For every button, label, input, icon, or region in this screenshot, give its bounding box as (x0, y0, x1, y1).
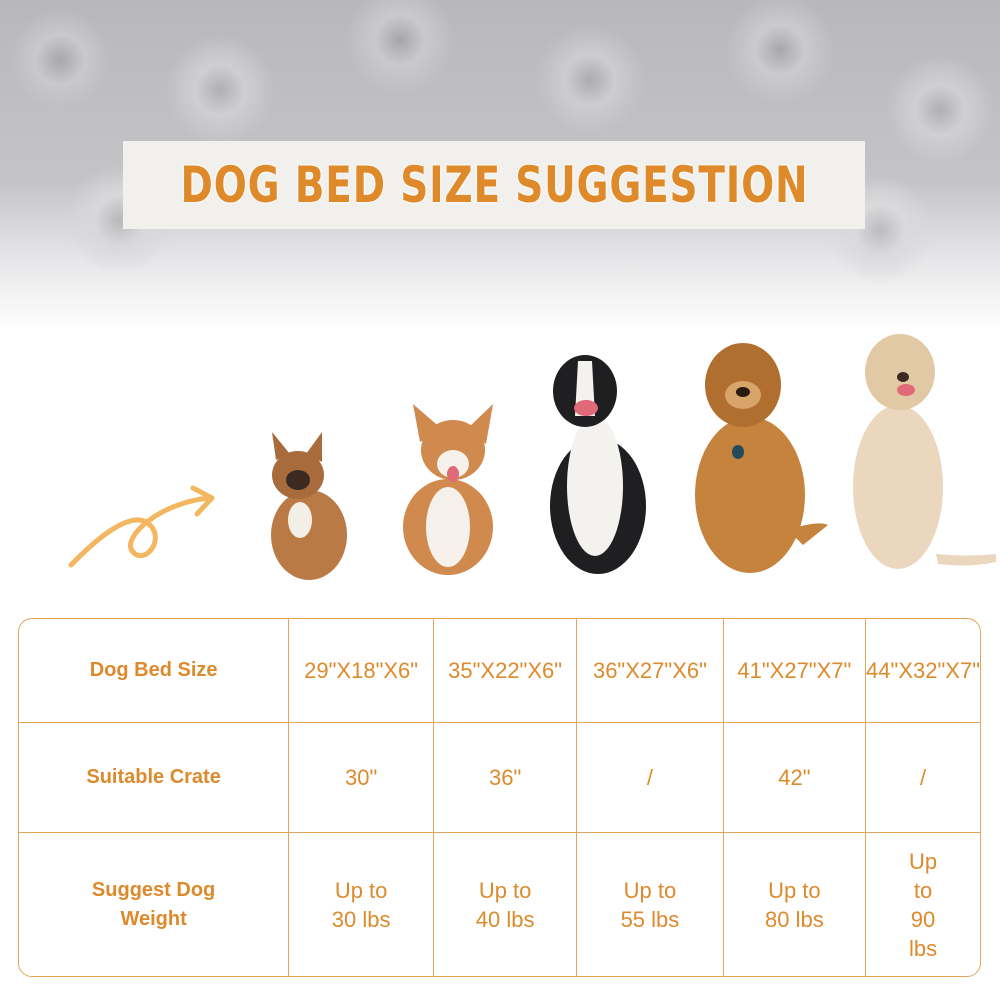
table-row-weight: Suggest Dog Weight Up to 30 lbs Up to 40… (19, 833, 980, 976)
dog-french-bulldog (271, 432, 347, 580)
row-label: Suggest Dog Weight (19, 833, 290, 976)
table-cell: / (866, 723, 980, 833)
table-cell: Up to 80 lbs (724, 833, 867, 976)
table-cell: 36" (434, 723, 578, 833)
dog-border-collie (550, 355, 646, 574)
dog-labrador (853, 334, 996, 569)
title-banner: DOG BED SIZE SUGGESTION (123, 141, 865, 229)
table-row-bed-size: Dog Bed Size 29"X18"X6" 35"X22"X6" 36"X2… (19, 619, 980, 723)
table-cell: / (577, 723, 724, 833)
row-label: Dog Bed Size (19, 619, 290, 723)
table-cell: Up to 40 lbs (434, 833, 578, 976)
table-cell: 41"X27"X7" (723, 619, 867, 723)
page-title: DOG BED SIZE SUGGESTION (180, 156, 808, 214)
table-cell: 35"X22"X6" (434, 619, 578, 723)
row-label: Suitable Crate (19, 723, 290, 833)
curly-arrow-icon (68, 485, 215, 568)
dog-golden-retriever (695, 343, 828, 573)
table-cell: 30" (289, 723, 435, 833)
table-cell: 29"X18"X6" (289, 619, 435, 723)
table-cell: 36"X27"X6" (577, 619, 724, 723)
table-row-crate: Suitable Crate 30" 36" / 42" / (19, 723, 980, 833)
table-cell: 42" (723, 723, 867, 833)
size-table: Dog Bed Size 29"X18"X6" 35"X22"X6" 36"X2… (18, 618, 981, 977)
table-cell: 44"X32"X7" (866, 619, 980, 723)
dog-corgi (403, 404, 493, 575)
table-cell: Up to 90 lbs (908, 848, 938, 961)
table-cell: Up to 30 lbs (289, 833, 435, 976)
table-cell: Up to 55 lbs (577, 833, 724, 976)
